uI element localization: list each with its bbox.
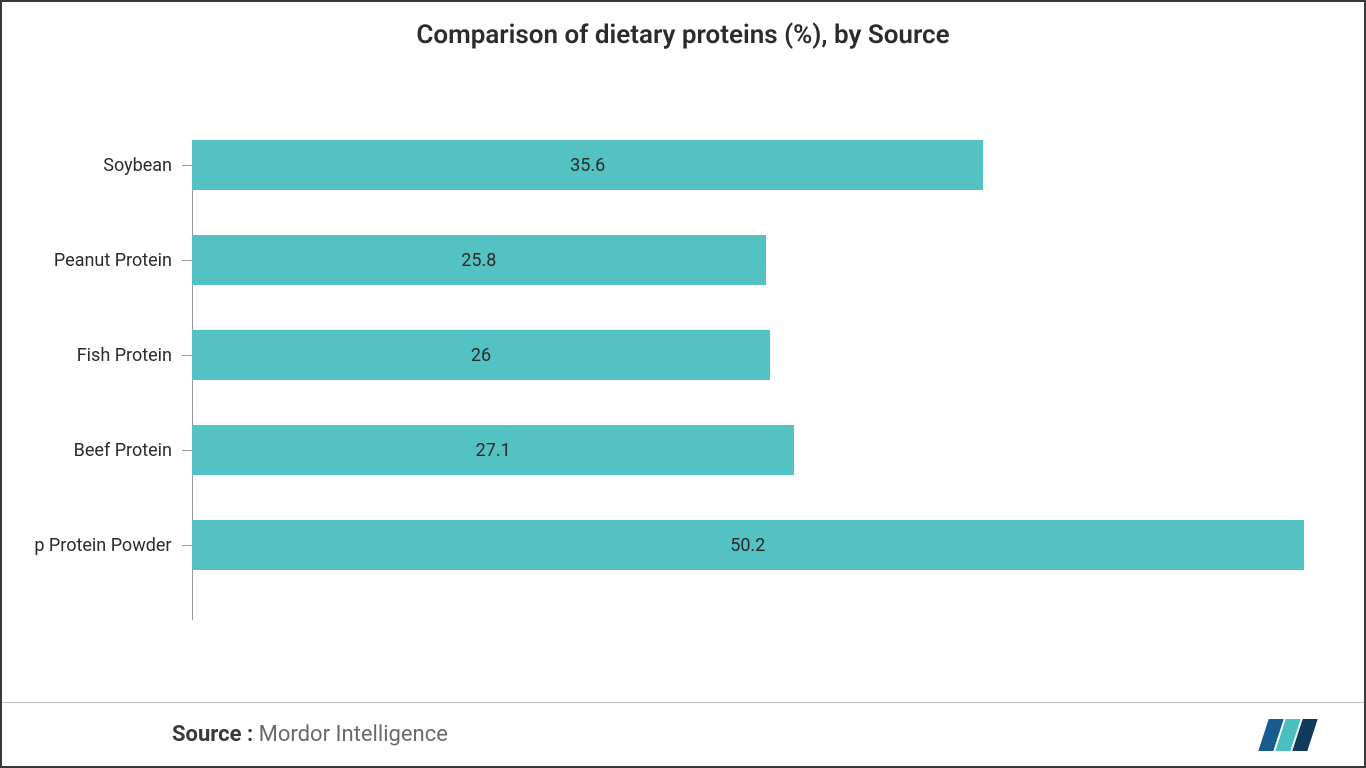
bar: 35.6 [192,140,983,190]
category-label: Soybean [22,155,182,176]
bar-value: 35.6 [570,155,605,176]
axis-tick [182,355,192,356]
category-label: p Protein Powder [22,535,182,556]
bar-value: 27.1 [476,440,511,461]
bar-row: Soybean 35.6 [22,140,1304,190]
axis-tick [182,260,192,261]
bar: 25.8 [192,235,766,285]
category-label: Peanut Protein [22,250,182,271]
bar-value: 26 [471,345,491,366]
axis-tick [182,545,192,546]
mordor-logo-icon [1256,715,1324,755]
bar-row: Fish Protein 26 [22,330,1304,380]
source-attribution: Source : Mordor Intelligence [172,722,448,747]
category-label: Beef Protein [22,440,182,461]
axis-tick [182,165,192,166]
category-label: Fish Protein [22,345,182,366]
bar-row: Beef Protein 27.1 [22,425,1304,475]
chart-title: Comparison of dietary proteins (%), by S… [2,2,1364,60]
source-value: Mordor Intelligence [259,722,448,747]
footer: Source : Mordor Intelligence [2,702,1364,766]
chart-plot-area: Soybean 35.6 Peanut Protein 25.8 Fish Pr… [22,140,1304,620]
axis-tick [182,450,192,451]
bar-row: Peanut Protein 25.8 [22,235,1304,285]
bar: 50.2 [192,520,1304,570]
source-label: Source : [172,722,253,747]
bar-value: 25.8 [461,250,496,271]
bar-row: p Protein Powder 50.2 [22,520,1304,570]
bar: 26 [192,330,770,380]
bar: 27.1 [192,425,794,475]
bar-value: 50.2 [730,535,765,556]
